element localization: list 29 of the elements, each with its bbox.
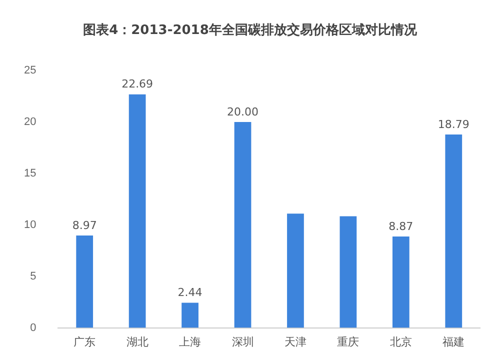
- x-tick-label: 北京: [390, 335, 412, 348]
- data-label: 18.79: [438, 118, 470, 131]
- data-label: 2.44: [178, 286, 202, 300]
- data-label: 8.87: [388, 220, 414, 233]
- bar: [182, 302, 198, 328]
- bar: [128, 94, 146, 328]
- y-tick-label: 25: [24, 64, 36, 77]
- data-label: 20.00: [227, 105, 259, 118]
- data-label: 22.69: [122, 78, 154, 91]
- chart-title: 图表4：2013-2018年全国碳排放交易价格区域对比情况: [82, 22, 418, 40]
- y-tick-label: 0: [30, 322, 36, 334]
- bar: [234, 122, 252, 328]
- y-tick-label: 5: [30, 270, 36, 282]
- bar: [287, 214, 304, 328]
- y-tick-label: 20: [24, 116, 36, 128]
- x-tick-label: 深圳: [232, 335, 254, 348]
- x-tick-label: 湖北: [126, 335, 148, 348]
- y-tick-label: 10: [24, 218, 36, 231]
- data-label: 8.97: [72, 218, 97, 232]
- bar: [76, 236, 94, 328]
- x-tick-label: 广东: [74, 335, 96, 348]
- x-tick-label: 天津: [284, 335, 306, 348]
- bar: [392, 236, 410, 328]
- x-tick-label: 上海: [179, 335, 202, 348]
- y-tick-label: 15: [24, 168, 36, 180]
- x-tick-label: 重庆: [337, 335, 360, 348]
- x-tick-label: 福建: [442, 335, 465, 348]
- bar: [340, 216, 357, 328]
- bar: [445, 134, 462, 328]
